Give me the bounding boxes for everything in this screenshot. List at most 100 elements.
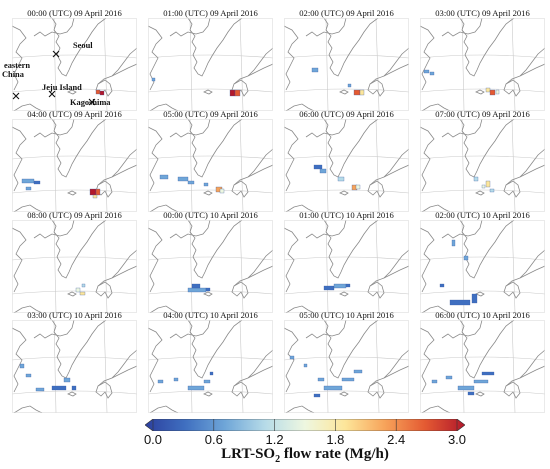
graticule-line	[148, 155, 273, 160]
panel-title: 02:00 (UTC) 10 April 2016	[435, 210, 530, 220]
graticule-line	[239, 320, 244, 413]
so2-cell	[323, 285, 335, 291]
coastline	[247, 47, 273, 77]
map-frame	[12, 119, 137, 212]
map	[148, 18, 273, 111]
map	[420, 220, 545, 313]
map	[420, 320, 545, 413]
graticule-line	[420, 356, 545, 361]
coastline	[149, 204, 179, 212]
so2-cell	[333, 283, 347, 289]
so2-cell	[99, 90, 105, 96]
panel-title: 08:00 (UTC) 09 April 2016	[27, 210, 122, 220]
coastline	[459, 220, 515, 279]
graticule-line	[148, 290, 273, 295]
so2-cell	[449, 299, 471, 306]
panel-title: 01:00 (UTC) 10 April 2016	[299, 210, 394, 220]
so2-cell	[95, 89, 101, 95]
coastline	[383, 148, 409, 178]
graticule-line	[511, 18, 516, 111]
coastline	[475, 291, 485, 297]
coastline	[187, 320, 243, 379]
coastline	[67, 291, 77, 297]
graticule-line	[189, 320, 193, 413]
coastline	[369, 63, 409, 85]
coastline	[505, 63, 545, 85]
colorbar-tick-label: 1.8	[326, 432, 345, 447]
coastline	[284, 126, 299, 192]
graticule-line	[189, 119, 193, 212]
graticule-line	[12, 189, 137, 194]
coastline	[231, 381, 249, 399]
seoul-label: Seoul	[73, 41, 93, 50]
so2-cell	[25, 186, 32, 191]
graticule-line	[284, 54, 409, 59]
eastern-china-label-2: China	[2, 70, 24, 79]
coastline	[148, 327, 163, 393]
coastline	[441, 320, 483, 339]
so2-cell	[345, 283, 351, 288]
panel-title: 05:00 (UTC) 10 April 2016	[299, 310, 394, 320]
graticule-line	[148, 390, 273, 395]
graticule-line	[12, 290, 137, 295]
so2-cell	[75, 287, 81, 293]
graticule-line	[284, 88, 409, 93]
so2-cell	[489, 89, 496, 96]
colorbar	[145, 419, 465, 431]
coastline	[475, 391, 485, 397]
coastline	[149, 103, 179, 111]
so2-cell	[481, 371, 495, 376]
coastline	[284, 25, 299, 91]
coastline	[323, 220, 379, 279]
so2-cell	[191, 283, 201, 289]
coastline	[13, 204, 43, 212]
so2-cell	[79, 291, 86, 296]
map-panel: 00:00 (UTC) 10 April 2016	[148, 210, 273, 313]
so2-cell	[429, 71, 435, 76]
colorbar-tick-label: 0.6	[204, 432, 223, 447]
map-panel: 00:00 (UTC) 09 April 2016 Seoul eastern Chi…	[2, 8, 137, 111]
map	[284, 18, 409, 111]
graticule-line	[148, 88, 273, 93]
so2-cell	[341, 377, 355, 382]
so2-cell	[485, 87, 491, 93]
so2-cell	[431, 379, 438, 384]
graticule-line	[103, 18, 108, 111]
map	[284, 119, 409, 212]
so2-cell	[323, 385, 343, 391]
map	[420, 119, 545, 212]
so2-cell	[495, 89, 500, 95]
coastline	[12, 227, 27, 293]
graticule-line	[420, 88, 545, 93]
panel-title: 00:00 (UTC) 10 April 2016	[163, 210, 258, 220]
map-frame	[420, 320, 545, 413]
graticule-line	[12, 54, 137, 59]
coastline	[441, 220, 483, 239]
map-frame	[420, 119, 545, 212]
map-frame	[420, 18, 545, 111]
so2-cell	[187, 287, 207, 293]
coastline	[339, 190, 349, 196]
map-frame	[12, 18, 137, 111]
graticule-line	[284, 256, 409, 261]
coastline	[323, 18, 379, 77]
coastline	[111, 47, 137, 77]
graticule-line	[284, 290, 409, 295]
graticule-line	[148, 189, 273, 194]
map-frame	[12, 220, 137, 313]
coastline	[67, 190, 77, 196]
colorbar-tick-label: 0.0	[143, 432, 163, 447]
map-panel: 06:00 (UTC) 09 April 2016	[284, 109, 409, 212]
so2-cell	[33, 180, 41, 185]
coastline	[339, 89, 349, 95]
graticule-line	[325, 220, 329, 313]
so2-cell	[471, 293, 478, 304]
so2-cell	[481, 184, 486, 189]
coastline	[285, 305, 315, 313]
coastline	[12, 126, 27, 192]
graticule-line	[103, 220, 108, 313]
graticule-line	[325, 119, 329, 212]
coastline	[285, 204, 315, 212]
coastline	[97, 164, 137, 186]
graticule-line	[148, 54, 273, 59]
